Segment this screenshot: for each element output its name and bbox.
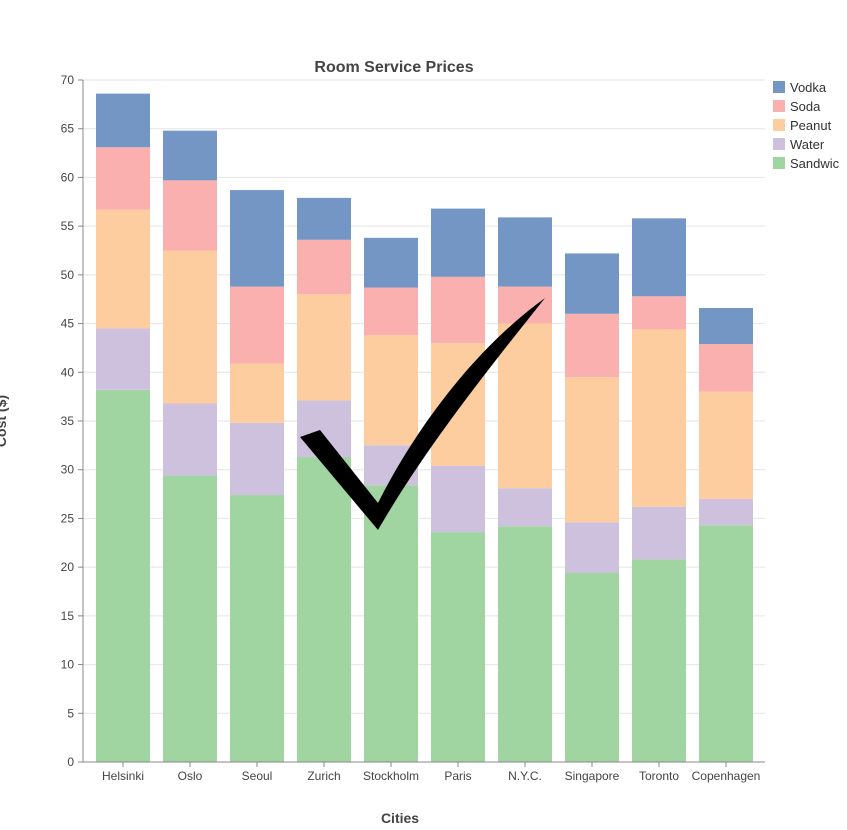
legend: Vodka Soda Peanut Water Sandwic <box>773 80 840 171</box>
bar-segment-soda <box>565 313 619 378</box>
y-tick-label: 30 <box>61 463 75 477</box>
legend-swatch <box>773 81 785 93</box>
chart-title: Room Service Prices <box>314 59 473 76</box>
bar-segment-peanut <box>498 323 552 489</box>
bar-segment-peanut <box>632 329 686 507</box>
legend-item: Peanut <box>773 118 832 133</box>
bar-segment-peanut <box>96 209 150 329</box>
bar-segment-vodka <box>364 237 418 288</box>
x-tick-label: Paris <box>444 769 471 783</box>
legend-item: Vodka <box>773 80 827 95</box>
bar-segment-water <box>431 465 485 533</box>
x-tick-label: Copenhagen <box>692 769 761 783</box>
x-tick-label: Zurich <box>307 769 340 783</box>
bar-segment-peanut <box>565 377 619 523</box>
x-tick-label: Stockholm <box>363 769 419 783</box>
bar-segment-water <box>498 488 552 527</box>
bar-segment-soda <box>364 287 418 336</box>
y-tick-label: 5 <box>67 706 74 720</box>
legend-label: Vodka <box>790 80 827 95</box>
bar-segment-water <box>230 422 284 496</box>
y-tick-label: 65 <box>61 122 75 136</box>
bar-segment-vodka <box>498 217 552 287</box>
bar-segment-vodka <box>163 130 217 181</box>
legend-label: Sandwic <box>790 156 840 171</box>
legend-swatch <box>773 100 785 112</box>
x-tick-label: Helsinki <box>102 769 144 783</box>
y-tick-label: 40 <box>61 365 75 379</box>
bar-segment-peanut <box>297 294 351 401</box>
legend-item: Soda <box>773 99 821 114</box>
x-tick-label: Seoul <box>242 769 273 783</box>
legend-label: Water <box>790 137 825 152</box>
legend-swatch <box>773 157 785 169</box>
bar-segment-sandwic <box>699 525 753 762</box>
bar-segment-peanut <box>699 391 753 499</box>
x-tick-label: N.Y.C. <box>508 769 542 783</box>
bar-segment-vodka <box>96 93 150 148</box>
x-tick-label: Singapore <box>565 769 620 783</box>
bar-segment-sandwic <box>96 389 150 762</box>
bar-segment-vodka <box>297 197 351 240</box>
bar-segment-soda <box>632 296 686 330</box>
y-tick-label: 35 <box>61 414 75 428</box>
bar-segment-peanut <box>230 363 284 423</box>
bars <box>96 93 753 762</box>
bar-segment-water <box>96 328 150 390</box>
bar-segment-vodka <box>230 190 284 287</box>
bar-segment-soda <box>297 239 351 295</box>
legend-swatch <box>773 119 785 131</box>
y-tick-label: 60 <box>61 170 75 184</box>
bar-segment-sandwic <box>297 457 351 762</box>
y-tick-label: 50 <box>61 268 75 282</box>
bar-segment-water <box>699 498 753 526</box>
x-tick-label: Toronto <box>639 769 679 783</box>
bar-segment-peanut <box>364 335 418 446</box>
bar-segment-vodka <box>431 208 485 277</box>
legend-swatch <box>773 138 785 150</box>
legend-item: Water <box>773 137 825 152</box>
bar-segment-sandwic <box>163 475 217 762</box>
bar-segment-water <box>163 403 217 476</box>
y-tick-labels: 0 5 10 15 20 25 30 35 40 45 50 55 60 65 70 <box>61 73 83 769</box>
bar-segment-soda <box>230 286 284 364</box>
y-tick-label: 20 <box>61 560 75 574</box>
y-tick-label: 0 <box>67 755 74 769</box>
legend-label: Peanut <box>790 118 832 133</box>
bar-segment-vodka <box>565 253 619 314</box>
bar-segment-sandwic <box>498 526 552 762</box>
bar-segment-sandwic <box>230 495 284 762</box>
y-tick-label: 10 <box>61 658 75 672</box>
x-axis-title: Cities <box>381 810 419 826</box>
y-tick-label: 15 <box>61 609 75 623</box>
checkmark-icon <box>300 298 545 530</box>
bar-segment-vodka <box>632 218 686 297</box>
legend-item: Sandwic <box>773 156 840 171</box>
legend-label: Soda <box>790 99 821 114</box>
bar-segment-soda <box>431 276 485 344</box>
bar-segment-sandwic <box>565 572 619 762</box>
y-tick-label: 55 <box>61 219 75 233</box>
bar-segment-sandwic <box>431 532 485 762</box>
x-tick-labels: Helsinki Oslo Seoul Zurich Stockholm Paris N.Y… <box>102 762 760 783</box>
y-axis-title: Cost ($) <box>0 395 9 447</box>
x-tick-label: Oslo <box>178 769 203 783</box>
bar-segment-vodka <box>699 307 753 345</box>
bar-segment-sandwic <box>364 485 418 762</box>
bar-segment-water <box>565 522 619 573</box>
y-tick-label: 25 <box>61 511 75 525</box>
bar-segment-peanut <box>163 250 217 404</box>
bar-segment-soda <box>96 147 150 210</box>
y-tick-label: 70 <box>61 73 75 87</box>
bar-segment-soda <box>699 344 753 392</box>
y-tick-label: 45 <box>61 317 75 331</box>
bar-segment-sandwic <box>632 559 686 762</box>
bar-segment-water <box>632 506 686 560</box>
bar-segment-soda <box>163 180 217 251</box>
